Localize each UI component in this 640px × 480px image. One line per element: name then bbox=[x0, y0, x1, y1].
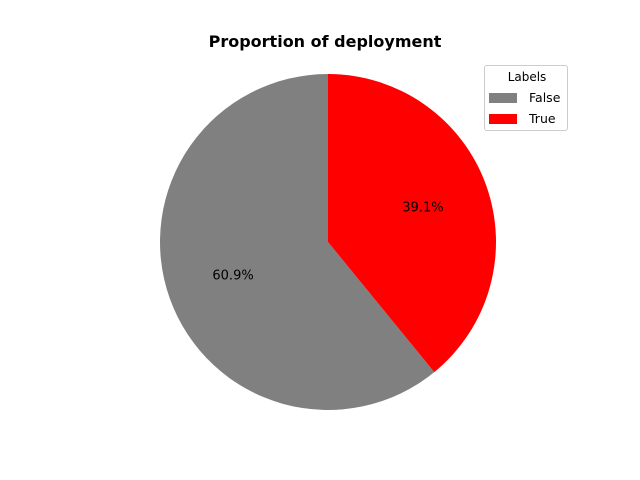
pie-slices bbox=[160, 74, 497, 411]
pie-pct-label-true: 39.1% bbox=[402, 201, 443, 216]
legend-swatch-true bbox=[489, 114, 517, 124]
pie-pct-label-false: 60.9% bbox=[212, 268, 253, 283]
pie-slice-false bbox=[160, 74, 435, 411]
legend: Labels False True bbox=[484, 65, 568, 131]
legend-label-true: True bbox=[529, 111, 556, 126]
pie-percentage-labels: 60.9% 39.1% bbox=[212, 201, 443, 284]
legend-label-false: False bbox=[529, 90, 561, 105]
pie-slice-true bbox=[328, 74, 497, 373]
legend-title: Labels bbox=[507, 70, 547, 84]
legend-swatch-false bbox=[489, 93, 517, 103]
chart-title: Proportion of deployment bbox=[208, 32, 442, 51]
